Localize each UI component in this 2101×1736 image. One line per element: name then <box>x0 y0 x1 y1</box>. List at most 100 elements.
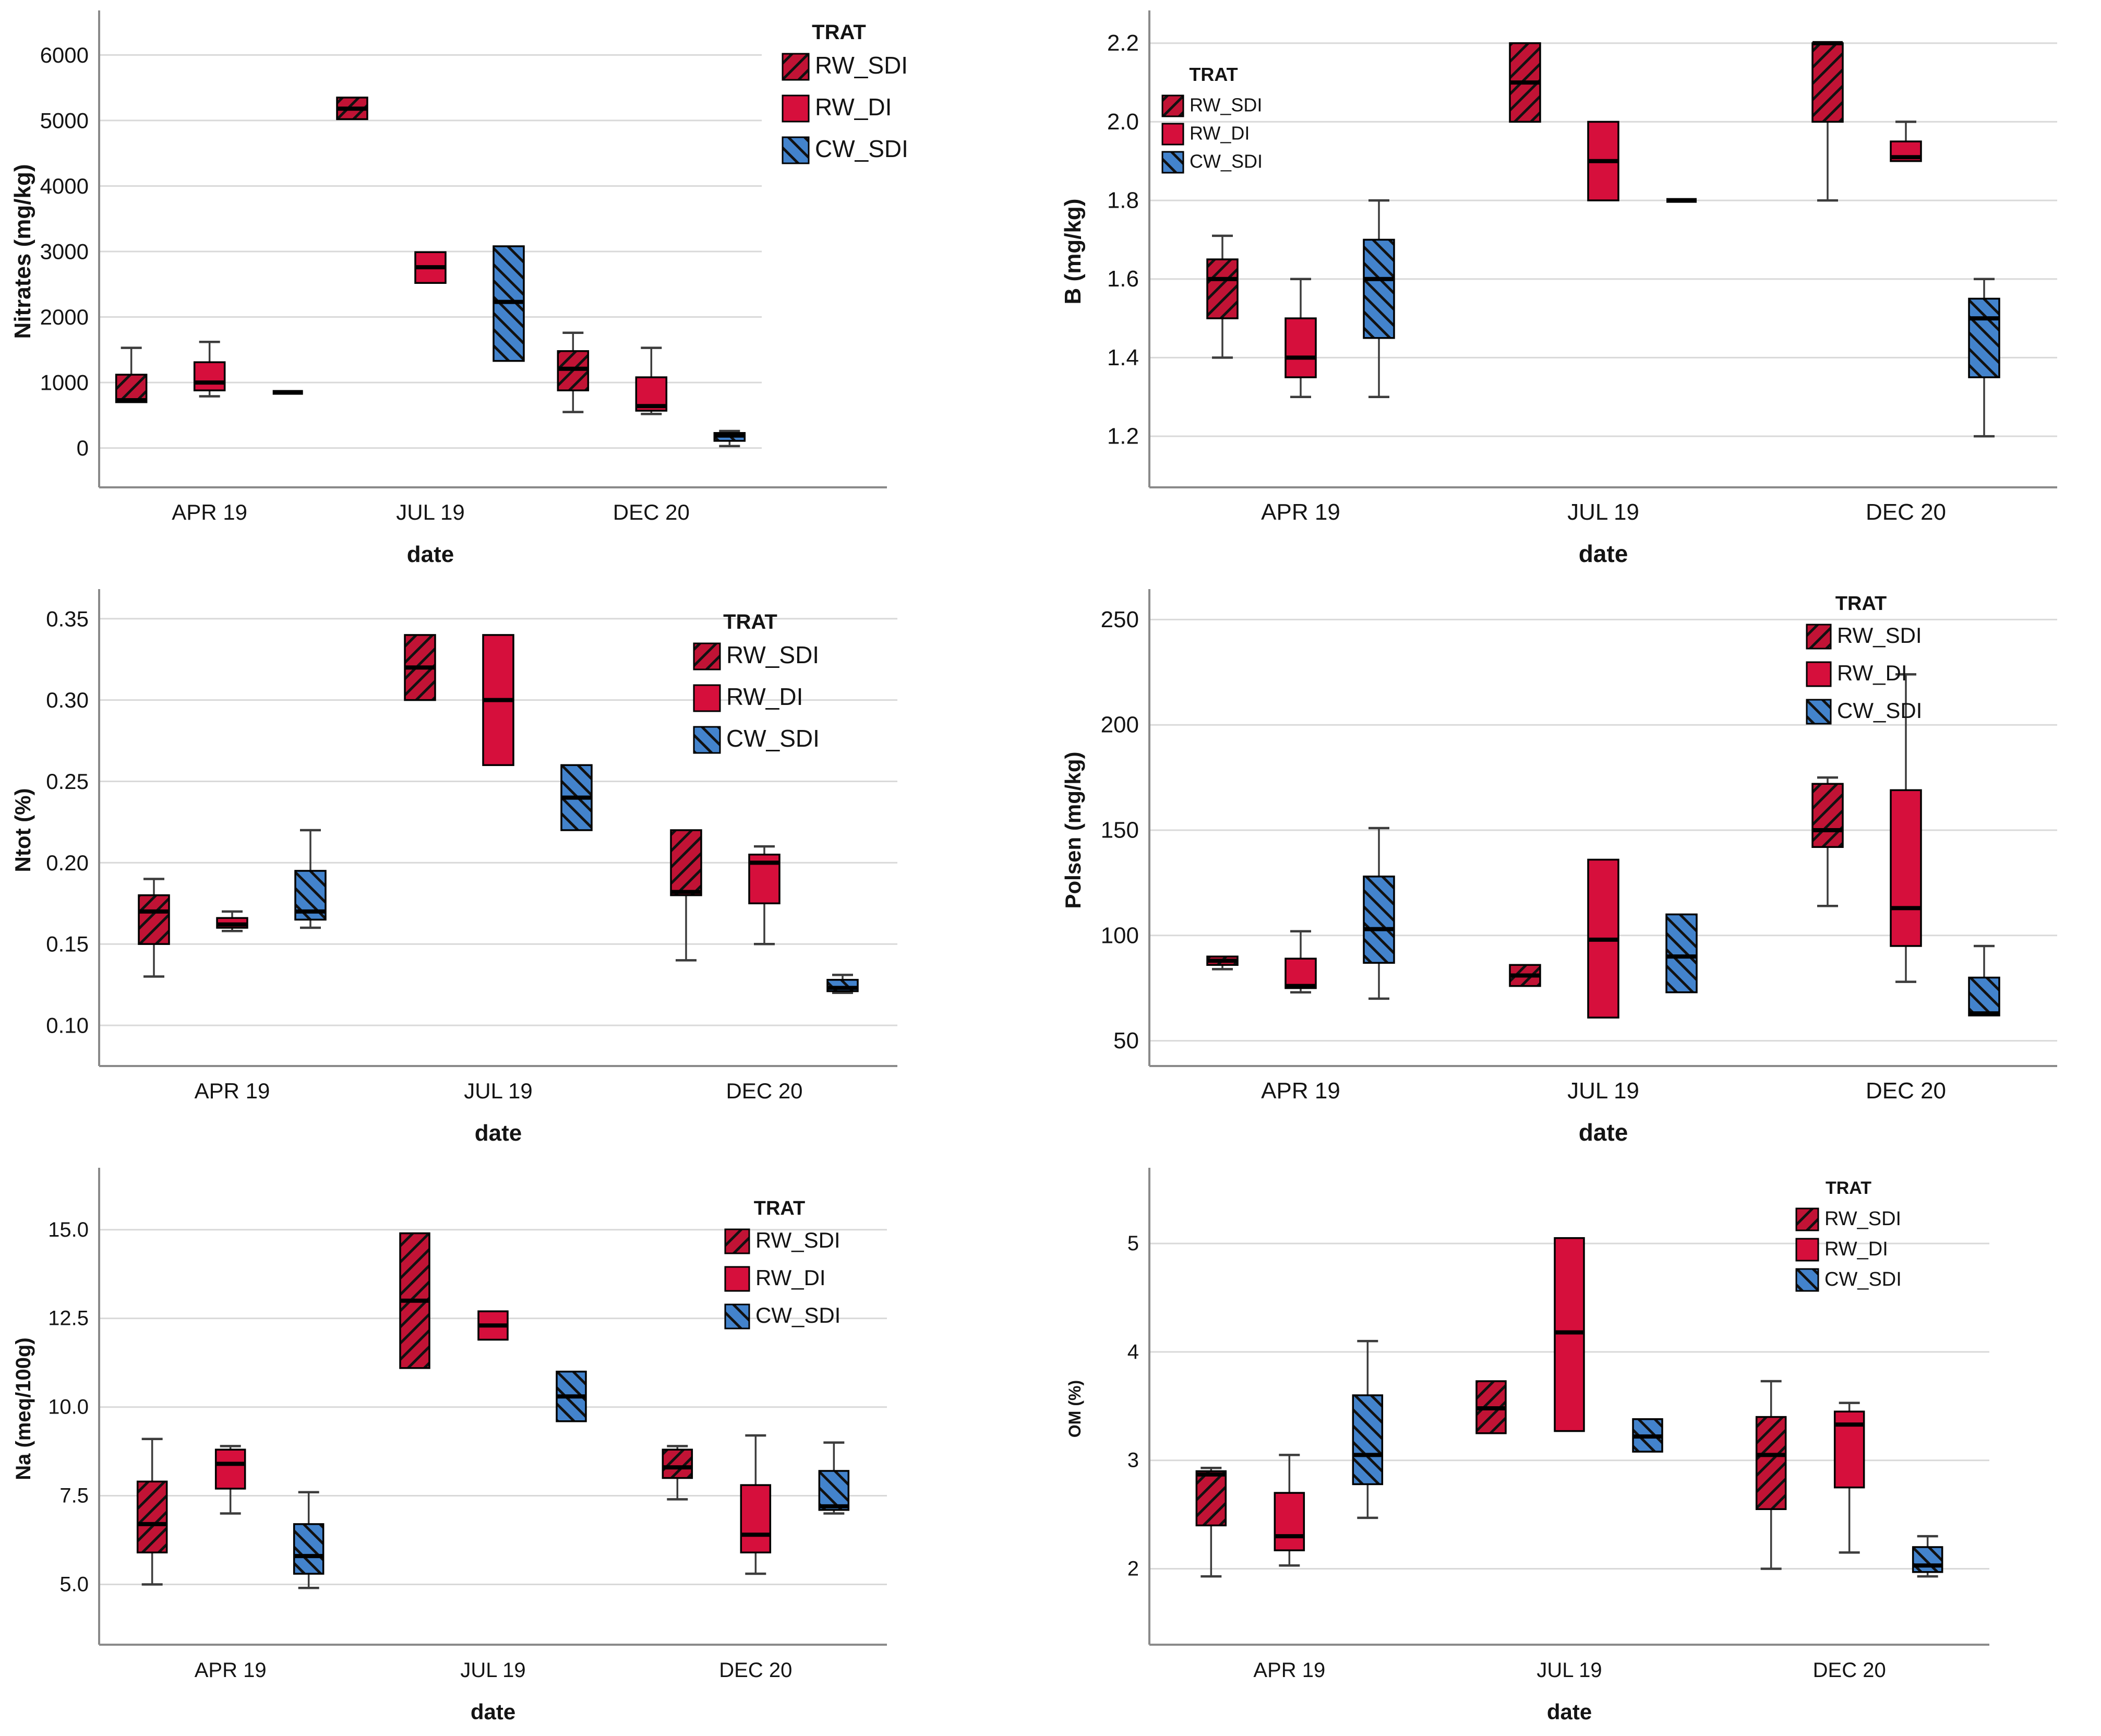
svg-text:1.2: 1.2 <box>1107 424 1139 449</box>
svg-text:4: 4 <box>1127 1340 1139 1363</box>
om-box-RW_DI-2 <box>1833 1402 1865 1554</box>
b-x-tick-1: JUL 19 <box>1567 499 1639 525</box>
ntot-box-RW_SDI-1 <box>404 634 436 701</box>
nitrates-box-RW_DI-2 <box>635 346 668 415</box>
polsen-legend-entry-CW_SDI: CW_SDI <box>1806 698 1922 725</box>
svg-text:1.6: 1.6 <box>1107 266 1139 292</box>
om-legend-label-CW_SDI: CW_SDI <box>1824 1268 1902 1290</box>
polsen-y-tick-labels: 50 100 150 200 250 <box>1101 607 1139 1053</box>
ntot-x-tick-1: JUL 19 <box>464 1079 533 1103</box>
svg-text:2.0: 2.0 <box>1107 109 1139 135</box>
ntot-legend-label-RW_SDI: RW_SDI <box>726 641 819 668</box>
svg-text:100: 100 <box>1101 923 1139 948</box>
om-box-CW_SDI-1 <box>1632 1418 1663 1453</box>
polsen-box-RW_DI-0 <box>1284 930 1317 993</box>
ntot-y-tick-labels: 0.10 0.15 0.20 0.25 0.30 0.35 <box>46 606 89 1037</box>
svg-text:4000: 4000 <box>40 174 89 198</box>
RW_SDI-swatch-icon <box>782 53 810 81</box>
om-box-RW_DI-0 <box>1274 1454 1305 1567</box>
nitrates-legend-entry-RW_DI: RW_DI <box>782 93 892 123</box>
RW_SDI-swatch-icon <box>724 1228 750 1254</box>
ntot-box-CW_SDI-2 <box>826 974 859 994</box>
ntot-box-RW_SDI-0 <box>138 878 170 978</box>
na-legend: TRAT RW_SDI RW_DI CW_SDI <box>724 1198 841 1330</box>
svg-text:5.0: 5.0 <box>59 1573 89 1596</box>
na-x-tick-2: DEC 20 <box>719 1659 792 1682</box>
om-x-axis-title: date <box>1547 1699 1592 1724</box>
RW_DI-swatch-icon <box>1806 661 1832 687</box>
na-legend-entry-CW_SDI: CW_SDI <box>724 1303 841 1330</box>
polsen-legend-label-CW_SDI: CW_SDI <box>1837 698 1922 723</box>
ntot-legend-entry-CW_SDI: CW_SDI <box>693 725 820 754</box>
polsen-box-CW_SDI-1 <box>1665 913 1698 993</box>
b-y-axis-title: B (mg/kg) <box>1060 199 1086 305</box>
b-legend-label-RW_DI: RW_DI <box>1190 122 1250 143</box>
na-legend-entry-RW_SDI: RW_SDI <box>724 1228 841 1254</box>
na-x-tick-1: JUL 19 <box>460 1659 525 1682</box>
na-box-RW_DI-2 <box>740 1434 772 1575</box>
boxplot-nitrates: 0 1000 2000 3000 4000 5000 6000 Nitrates (mg/kg… <box>0 0 1050 579</box>
nitrates-x-tick-0: APR 19 <box>172 500 247 524</box>
CW_SDI-swatch-icon <box>782 136 810 164</box>
polsen-box-RW_SDI-2 <box>1811 776 1844 907</box>
polsen-x-tick-2: DEC 20 <box>1866 1078 1946 1104</box>
svg-text:2: 2 <box>1127 1558 1139 1581</box>
ntot-legend-title: TRAT <box>723 610 777 633</box>
na-box-RW_SDI-0 <box>136 1438 168 1586</box>
polsen-legend: TRAT RW_SDI RW_DI CW_SDI <box>1806 593 1922 725</box>
svg-text:0.10: 0.10 <box>46 1013 89 1038</box>
svg-text:12.5: 12.5 <box>48 1307 89 1330</box>
b-legend-label-RW_SDI: RW_SDI <box>1190 94 1262 115</box>
polsen-legend-title: TRAT <box>1835 593 1887 615</box>
RW_SDI-swatch-icon <box>1806 624 1832 650</box>
svg-text:0.30: 0.30 <box>46 688 89 712</box>
nitrates-box-RW_DI-1 <box>414 251 447 284</box>
nitrates-y-axis-title: Nitrates (mg/kg) <box>10 164 35 339</box>
RW_DI-swatch-icon <box>782 94 810 123</box>
nitrates-y-tick-labels: 0 1000 2000 3000 4000 5000 6000 <box>40 43 89 460</box>
b-legend-entry-RW_SDI: RW_SDI <box>1161 94 1262 117</box>
svg-text:3: 3 <box>1127 1449 1139 1472</box>
polsen-box-RW_SDI-0 <box>1206 955 1239 971</box>
b-box-RW_DI-1 <box>1587 121 1619 201</box>
boxplot-om: 2 3 4 5 OM (%) APR 19 JUL 19 DEC 20 date TRAT RW_S… <box>1050 1157 2100 1736</box>
RW_DI-swatch-icon <box>1795 1238 1819 1262</box>
svg-text:0.20: 0.20 <box>46 851 89 875</box>
polsen-box-RW_DI-2 <box>1890 673 1922 983</box>
om-y-axis-title: OM (%) <box>1065 1380 1084 1438</box>
polsen-box-RW_DI-1 <box>1587 858 1619 1019</box>
na-legend-label-RW_SDI: RW_SDI <box>755 1228 841 1252</box>
b-legend-title: TRAT <box>1189 64 1238 85</box>
RW_SDI-swatch-icon <box>1161 94 1184 117</box>
na-box-RW_DI-1 <box>477 1310 509 1341</box>
ntot-x-axis-title: date <box>475 1120 522 1146</box>
ntot-x-tick-2: DEC 20 <box>726 1079 802 1103</box>
nitrates-box-RW_SDI-1 <box>336 97 368 121</box>
ntot-box-CW_SDI-1 <box>560 764 593 831</box>
b-legend-label-CW_SDI: CW_SDI <box>1190 150 1263 172</box>
svg-text:5000: 5000 <box>40 108 89 133</box>
svg-text:150: 150 <box>1101 818 1139 843</box>
polsen-x-axis-title: date <box>1579 1119 1628 1146</box>
boxplot-polsen: 50 100 150 200 250 Polsen (mg/kg) APR 19 JUL 19… <box>1050 579 2100 1157</box>
b-box-RW_SDI-1 <box>1509 42 1541 123</box>
ntot-box-RW_DI-0 <box>216 910 248 932</box>
svg-text:6000: 6000 <box>40 43 89 67</box>
boxplot-boron: 1.2 1.4 1.6 1.8 2.0 2.2 B (mg/kg) APR 19 JUL 19 D… <box>1050 0 2100 579</box>
nitrates-box-RW_DI-0 <box>193 341 226 398</box>
b-x-tick-0: APR 19 <box>1261 499 1340 525</box>
svg-text:1000: 1000 <box>40 370 89 395</box>
b-box-CW_SDI-2 <box>1968 278 2000 438</box>
nitrates-x-axis-title: date <box>407 542 454 567</box>
svg-text:2000: 2000 <box>40 305 89 329</box>
polsen-box-RW_SDI-1 <box>1509 964 1541 987</box>
svg-text:0: 0 <box>77 436 89 460</box>
CW_SDI-swatch-icon <box>1806 699 1832 725</box>
na-legend-entry-RW_DI: RW_DI <box>724 1265 826 1292</box>
svg-text:0.15: 0.15 <box>46 932 89 956</box>
ntot-legend: TRAT RW_SDI RW_DI CW_SDI <box>693 610 820 754</box>
boxplot-om-svg: 2 3 4 5 OM (%) APR 19 JUL 19 DEC 20 date TRAT RW_S… <box>1065 1168 1989 1724</box>
ntot-box-RW_DI-2 <box>748 845 781 945</box>
polsen-legend-entry-RW_DI: RW_DI <box>1806 661 1907 687</box>
